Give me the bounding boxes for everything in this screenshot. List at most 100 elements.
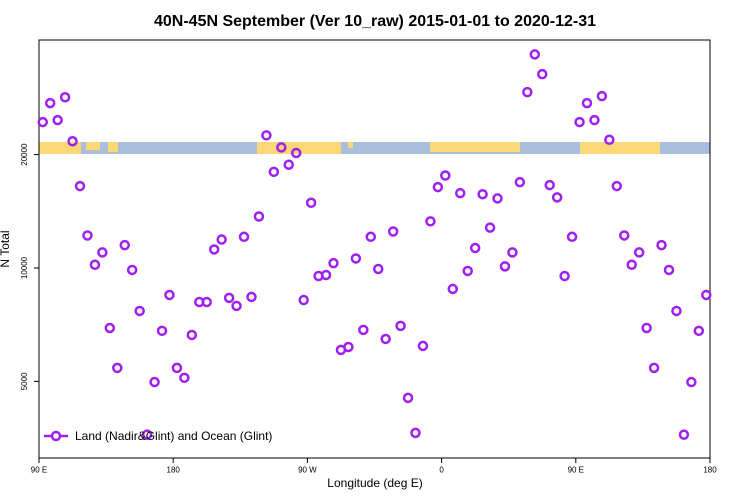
- point: [82, 230, 93, 241]
- point: [171, 362, 183, 374]
- point: [581, 97, 593, 109]
- point: [507, 247, 518, 258]
- point: [566, 231, 578, 243]
- point: [454, 187, 466, 199]
- point: [589, 114, 600, 126]
- point: [492, 193, 503, 204]
- point: [559, 270, 570, 282]
- point: [469, 242, 481, 254]
- point: [201, 296, 212, 308]
- point: [149, 376, 160, 388]
- point: [522, 86, 533, 98]
- y-tick-label: 5000: [20, 372, 29, 390]
- point: [693, 325, 705, 337]
- point: [44, 97, 56, 109]
- point: [417, 340, 429, 352]
- point: [537, 68, 548, 80]
- point: [648, 362, 660, 374]
- point: [74, 180, 86, 192]
- point: [164, 289, 175, 301]
- point: [529, 49, 541, 60]
- point: [216, 234, 227, 245]
- point: [514, 176, 526, 188]
- point: [462, 265, 473, 277]
- point: [179, 372, 190, 384]
- point: [119, 239, 130, 251]
- point: [156, 325, 168, 337]
- point: [358, 324, 369, 336]
- point: [238, 231, 250, 243]
- point: [477, 188, 488, 200]
- point: [276, 142, 287, 153]
- chart-title: 40N-45N September (Ver 10_raw) 2015-01-0…: [154, 13, 596, 30]
- point: [231, 300, 242, 312]
- point: [305, 197, 317, 209]
- legend-label: Land (Nadir&Glint) and Ocean (Glint): [75, 429, 272, 443]
- x-axis-label: Longitude (deg E): [327, 476, 422, 490]
- x-tick-label: 90 W: [298, 466, 317, 475]
- point: [59, 91, 71, 103]
- point: [402, 392, 414, 404]
- point: [551, 192, 563, 203]
- point: [432, 181, 444, 193]
- y-axis-label: N Total: [0, 230, 12, 267]
- point: [447, 283, 459, 295]
- point: [104, 322, 116, 334]
- point: [395, 320, 406, 332]
- point: [89, 259, 101, 271]
- point: [440, 170, 451, 181]
- y-tick-label: 20000: [20, 143, 29, 166]
- point: [283, 159, 295, 170]
- point: [544, 179, 555, 191]
- point: [320, 269, 332, 281]
- point: [671, 305, 682, 317]
- point: [686, 376, 697, 388]
- point: [633, 247, 645, 258]
- point: [290, 147, 302, 159]
- point: [328, 257, 339, 269]
- point: [97, 247, 108, 258]
- point: [67, 136, 78, 147]
- point: [52, 114, 63, 126]
- point: [268, 166, 280, 178]
- point: [425, 216, 436, 227]
- point: [186, 329, 198, 341]
- x-tick-label: 180: [167, 466, 181, 475]
- point: [611, 180, 623, 192]
- point: [253, 211, 265, 222]
- point: [596, 90, 608, 102]
- x-tick-label: 90 E: [568, 466, 584, 475]
- legend-marker: [50, 430, 62, 442]
- point: [134, 305, 145, 317]
- point: [372, 263, 384, 275]
- point: [663, 264, 675, 276]
- point: [656, 239, 667, 251]
- plot-frame: [38, 39, 711, 459]
- point: [246, 291, 257, 303]
- point: [619, 230, 630, 241]
- point: [126, 264, 138, 276]
- point: [387, 226, 399, 237]
- point: [365, 231, 377, 243]
- point: [641, 322, 652, 334]
- point: [499, 261, 511, 272]
- point: [678, 429, 690, 440]
- point: [410, 427, 421, 439]
- point: [350, 253, 362, 264]
- point: [141, 429, 153, 440]
- point: [261, 130, 272, 141]
- point: [208, 244, 220, 255]
- x-tick-label: 180: [703, 466, 717, 475]
- point: [604, 134, 615, 146]
- point: [701, 289, 712, 301]
- point: [37, 116, 48, 128]
- point: [380, 333, 391, 345]
- x-tick-label: 90 E: [31, 466, 47, 475]
- x-tick-label: 0: [439, 466, 444, 475]
- point: [298, 294, 309, 306]
- point: [112, 362, 123, 374]
- point: [343, 341, 354, 353]
- y-tick-label: 10000: [20, 256, 29, 279]
- point: [574, 116, 585, 128]
